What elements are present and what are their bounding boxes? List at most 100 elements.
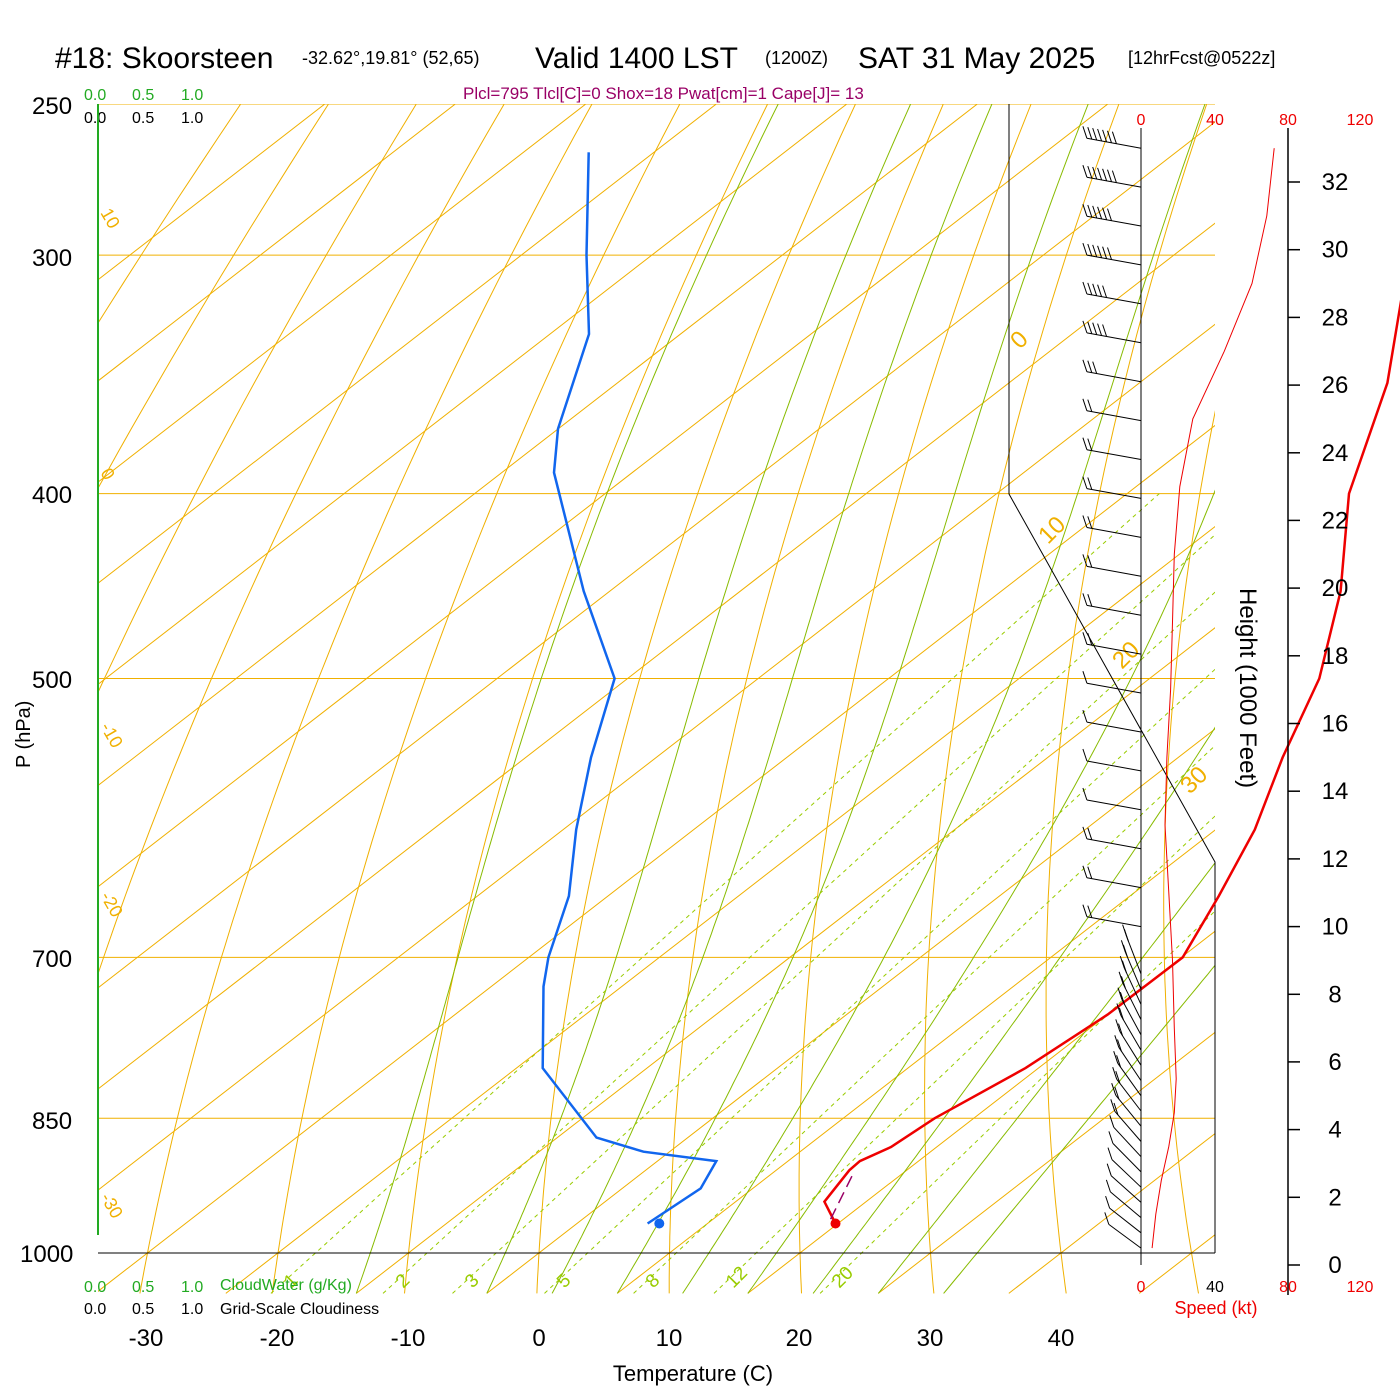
wind-barb-feather [1118,1007,1124,1020]
wind-barb-shaft [1086,293,1142,305]
wind-barb-shaft [1086,332,1142,344]
wind-barb-feather [1087,282,1093,296]
wind-barb-feather [1106,1163,1112,1176]
pressure-tick-250: 250 [32,93,72,120]
wind-barb-feather [1097,206,1103,219]
wind-barb-shaft [1086,410,1142,422]
mixing-ratio-line [819,910,1215,1294]
wind-barb-shaft [1119,1031,1142,1066]
isotherm-line [98,104,326,281]
wind-barb-shaft [1120,1015,1142,1051]
wind-barb-shaft [1086,449,1142,460]
wind-barb-feather [1087,321,1093,334]
temp-tick-20: 20 [786,1325,813,1352]
cloud-water-bottom-tick-1: 0.5 [132,1279,154,1296]
wind-barb-feather [1087,360,1093,373]
wind-barb-feather [1112,1067,1118,1080]
isotherm-line [486,728,1215,1294]
wind-barb-feather [1092,127,1098,141]
height-tick-20: 20 [1322,575,1349,602]
wind-barb-feather [1082,398,1088,411]
wind-barb-feather [1087,165,1093,179]
speed-bottom-tick-0: 0 [1137,1279,1146,1296]
wind-barb-shaft [1086,877,1142,889]
wind-barb-shaft [1086,760,1142,772]
wind-barb-feather [1082,281,1088,295]
speed-top-tick-40: 40 [1206,112,1224,129]
wind-barb-feather [1105,1195,1111,1209]
temp-tick-30: 30 [917,1325,944,1352]
cloudiness-label: Grid-Scale Cloudiness [220,1301,379,1318]
pressure-tick-700: 700 [32,946,72,973]
mixing-ratio-line [633,744,1215,1294]
wind-barb-feather [1087,866,1093,879]
mixing-ratio-line [270,493,1160,1294]
isotherm-line [355,627,1215,1294]
plot-boundary [1008,104,1216,1253]
height-tick-28: 28 [1322,304,1349,331]
wind-barb-shaft [1122,983,1142,1020]
temperature-profile [822,299,1400,1225]
speed-top-tick-80: 80 [1279,112,1297,129]
valid-zulu: (1200Z) [765,48,828,68]
dry-adiabat [1163,410,1215,1294]
temp-tick-m20: -20 [260,1325,295,1352]
wind-barb-feather [1087,399,1093,412]
wind-barb-shaft [1123,967,1142,1005]
wind-barb-feather [1087,127,1093,140]
cloud-water-bottom-tick-2: 1.0 [181,1279,203,1296]
wind-barb-shaft [1086,916,1142,928]
mixing-ratio-line [382,534,1215,1294]
wind-barb-feather [1087,555,1093,568]
wind-barb-feather [1107,169,1112,182]
moist-adiabat [877,862,1215,1294]
wind-barb-feather [1113,1051,1119,1064]
wind-barb-feather [1097,284,1103,297]
wind-barb-shaft [1108,1223,1142,1249]
wind-barb-feather [1082,437,1088,450]
pressure-tick-300: 300 [32,245,72,272]
mixing-ratio-label-8: 8 [642,1270,664,1292]
wind-barb-feather [1115,1019,1121,1032]
wind-barb-feather [1087,633,1093,646]
temp-tick-0: 0 [532,1325,545,1352]
wind-barb-feather [1087,516,1093,529]
wind-barb-feather [1087,204,1093,218]
speed-scale: 0 40 80 120 0 40 80 120 Speed (kt) [1137,112,1374,1318]
wind-barb-feather [1082,865,1088,878]
moist-adiabat [812,726,1215,1294]
speed-top-tick-0: 0 [1137,112,1146,129]
wind-barb-feather [1111,1083,1117,1096]
dry-adiabat [1045,104,1208,1294]
height-tick-24: 24 [1322,440,1349,467]
station-coords: -32.62°,19.81° (52,65) [302,48,480,68]
isotherm-line [747,930,1215,1294]
wind-barb-feather [1082,554,1088,567]
wind-barb-feather [1082,904,1088,917]
dry-adiabat [404,104,769,1294]
isotherm-label-left-2: -10 [97,719,127,752]
wind-barb-feather [1087,827,1093,840]
dry-adiabat [798,104,1032,1294]
wind-barb-feather [1092,322,1098,335]
speed-bottom-tick-120: 120 [1347,1279,1374,1296]
wind-barb-feather [1092,205,1098,219]
wind-barb-shaft [1112,1143,1142,1173]
wind-barb-feather [1082,787,1088,801]
temperature-axis-label: Temperature (C) [613,1361,773,1386]
wind-barb-feather [1082,320,1088,334]
temp-tick-40: 40 [1048,1325,1075,1352]
thermo-grid [98,70,1400,1294]
dry-adiabat [1389,70,1400,1293]
wind-barb-feather [1082,709,1088,723]
height-tick-18: 18 [1322,643,1349,670]
dry-adiabat [98,104,417,694]
wind-barb-shaft [1086,176,1142,188]
dry-adiabat [271,104,681,1294]
wind-barb-feather [1087,905,1093,918]
wind-barb-feather [1082,165,1088,178]
wind-barb-feather [1111,131,1117,144]
parcel-lift-line [829,1174,854,1220]
